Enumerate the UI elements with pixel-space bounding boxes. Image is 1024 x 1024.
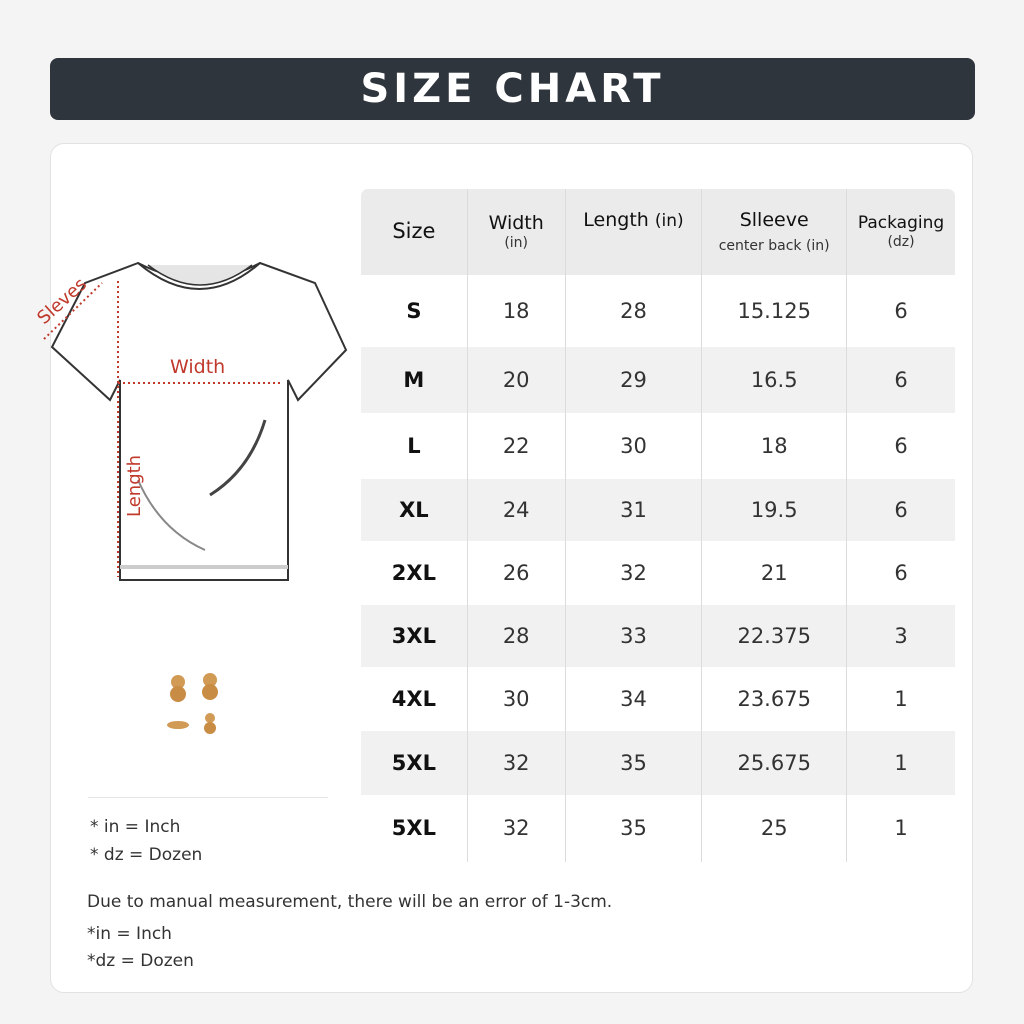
table-row: 4XL 30 34 23.675 1	[361, 666, 955, 731]
cell-packaging: 6	[846, 412, 955, 479]
cell-sleeve: 23.675	[701, 666, 847, 731]
table-row: S 18 28 15.125 6	[361, 274, 955, 347]
table-row: 3XL 28 33 22.375 3	[361, 604, 955, 667]
cell-length: 32	[564, 540, 702, 605]
cell-width: 26	[466, 540, 566, 605]
cell-width: 18	[466, 274, 566, 347]
footer-dozen: *dz = Dozen	[87, 951, 194, 971]
table-row: L 22 30 18 6	[361, 412, 955, 479]
cell-sleeve: 22.375	[701, 604, 847, 667]
cell-size: 2XL	[361, 540, 468, 605]
cell-length: 29	[564, 346, 702, 413]
cell-packaging: 1	[846, 666, 955, 731]
dog-thumbnail-image	[167, 673, 218, 734]
table-header-row: Size Width (in) Length (in) Slleeve center…	[361, 189, 955, 275]
divider	[88, 797, 328, 798]
cell-width: 24	[466, 478, 566, 541]
cell-size: L	[361, 412, 468, 479]
note-inch: * in = Inch	[90, 817, 181, 837]
table-row: 5XL 32 35 25.675 1	[361, 730, 955, 795]
width-label: Width	[170, 356, 225, 378]
tshirt-diagram: Sleves Width Length	[33, 261, 348, 581]
cell-packaging: 6	[846, 274, 955, 347]
page-title: SIZE CHART	[50, 58, 975, 120]
cell-length: 31	[564, 478, 702, 541]
cell-size: 3XL	[361, 604, 468, 667]
cell-sleeve: 18	[701, 412, 847, 479]
cell-sleeve: 21	[701, 540, 847, 605]
header-width: Width (in)	[466, 189, 566, 275]
cell-size: 5XL	[361, 794, 468, 862]
note-dozen: * dz = Dozen	[90, 845, 203, 865]
cell-sleeve: 16.5	[701, 346, 847, 413]
measurement-disclaimer: Due to manual measurement, there will be…	[87, 892, 613, 912]
cell-length: 35	[564, 794, 702, 862]
cell-packaging: 6	[846, 478, 955, 541]
cell-length: 28	[564, 274, 702, 347]
cell-width: 30	[466, 666, 566, 731]
cell-size: 5XL	[361, 730, 468, 795]
footer-inch: *in = Inch	[87, 924, 172, 944]
cell-packaging: 6	[846, 346, 955, 413]
length-label: Length	[124, 455, 145, 517]
cell-length: 34	[564, 666, 702, 731]
cell-length: 30	[564, 412, 702, 479]
cell-sleeve: 25	[701, 794, 847, 862]
cell-width: 22	[466, 412, 566, 479]
table-row: M 20 29 16.5 6	[361, 346, 955, 413]
cell-length: 35	[564, 730, 702, 795]
cell-length: 33	[564, 604, 702, 667]
cell-size: S	[361, 274, 468, 347]
table-row: 2XL 26 32 21 6	[361, 540, 955, 605]
cell-width: 28	[466, 604, 566, 667]
cell-size: 4XL	[361, 666, 468, 731]
cell-sleeve: 25.675	[701, 730, 847, 795]
header-sleeve: Slleeve center back (in)	[701, 189, 847, 275]
table-row: 5XL 32 35 25 1	[361, 794, 955, 862]
header-size: Size	[361, 189, 468, 275]
header-packaging: Packaging (dz)	[846, 189, 955, 275]
cell-packaging: 1	[846, 730, 955, 795]
cell-size: M	[361, 346, 468, 413]
cell-packaging: 1	[846, 794, 955, 862]
cell-width: 32	[466, 794, 566, 862]
cell-packaging: 3	[846, 604, 955, 667]
cell-sleeve: 15.125	[701, 274, 847, 347]
cell-packaging: 6	[846, 540, 955, 605]
cell-size: XL	[361, 478, 468, 541]
cell-width: 20	[466, 346, 566, 413]
cell-sleeve: 19.5	[701, 478, 847, 541]
size-table: Size Width (in) Length (in) Slleeve center…	[360, 188, 956, 863]
cell-width: 32	[466, 730, 566, 795]
table-row: XL 24 31 19.5 6	[361, 478, 955, 541]
header-length: Length (in)	[564, 189, 702, 275]
